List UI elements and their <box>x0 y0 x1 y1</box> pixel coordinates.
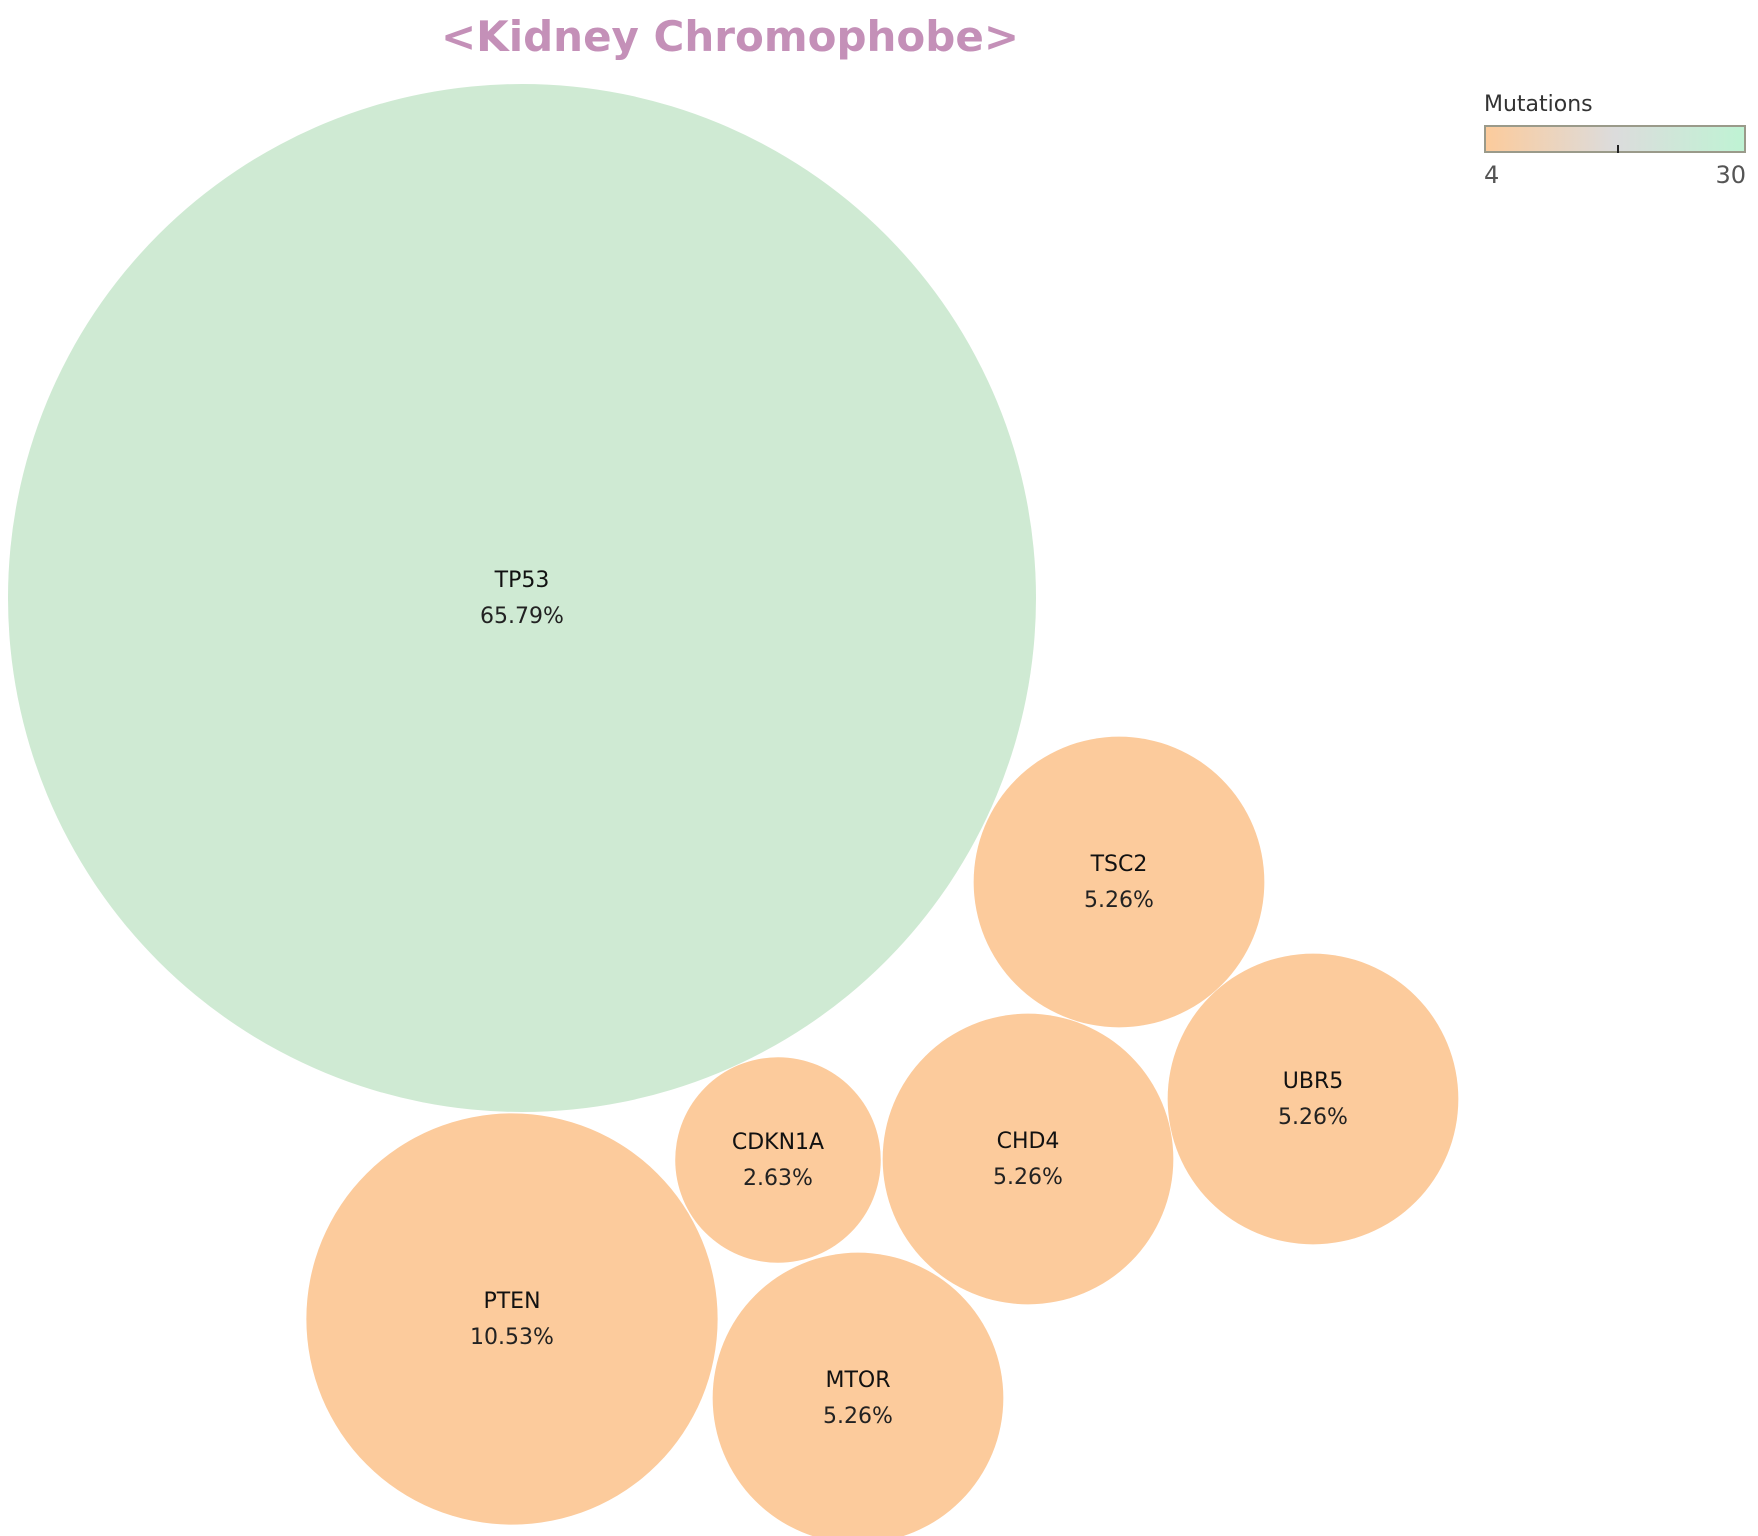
bubble-cdkn1a <box>675 1057 881 1263</box>
bubble-label-mtor: MTOR <box>825 1368 890 1393</box>
legend-tick-labels: 4 30 <box>1484 161 1746 189</box>
bubble-percent-cdkn1a: 2.63% <box>743 1166 813 1191</box>
bubble-percent-tsc2: 5.26% <box>1084 888 1154 913</box>
bubble-ubr5 <box>1167 953 1459 1245</box>
legend-min-label: 4 <box>1484 161 1500 189</box>
bubble-percent-mtor: 5.26% <box>823 1404 893 1429</box>
bubble-percent-pten: 10.53% <box>470 1325 554 1350</box>
bubble-tsc2 <box>973 736 1265 1028</box>
legend-color-bar <box>1484 125 1746 153</box>
bubble-label-pten: PTEN <box>483 1289 540 1314</box>
bubble-label-ubr5: UBR5 <box>1283 1069 1343 1094</box>
bubble-label-tp53: TP53 <box>494 568 550 593</box>
bubble-tp53 <box>8 84 1036 1112</box>
chart-title: <Kidney Chromophobe> <box>440 12 1020 61</box>
bubble-percent-ubr5: 5.26% <box>1278 1105 1348 1130</box>
legend-title: Mutations <box>1484 92 1593 117</box>
bubble-label-cdkn1a: CDKN1A <box>732 1130 824 1155</box>
bubble-percent-chd4: 5.26% <box>993 1165 1063 1190</box>
bubble-label-tsc2: TSC2 <box>1090 852 1148 877</box>
legend-max-label: 30 <box>1715 161 1746 189</box>
color-legend: Mutations 4 30 <box>1484 92 1754 189</box>
bubble-label-chd4: CHD4 <box>997 1129 1060 1154</box>
bubble-chd4 <box>882 1013 1174 1305</box>
bubble-mtor <box>712 1252 1004 1536</box>
bubble-pten <box>306 1113 718 1525</box>
legend-mid-tick <box>1617 145 1619 153</box>
bubble-percent-tp53: 65.79% <box>480 604 564 629</box>
